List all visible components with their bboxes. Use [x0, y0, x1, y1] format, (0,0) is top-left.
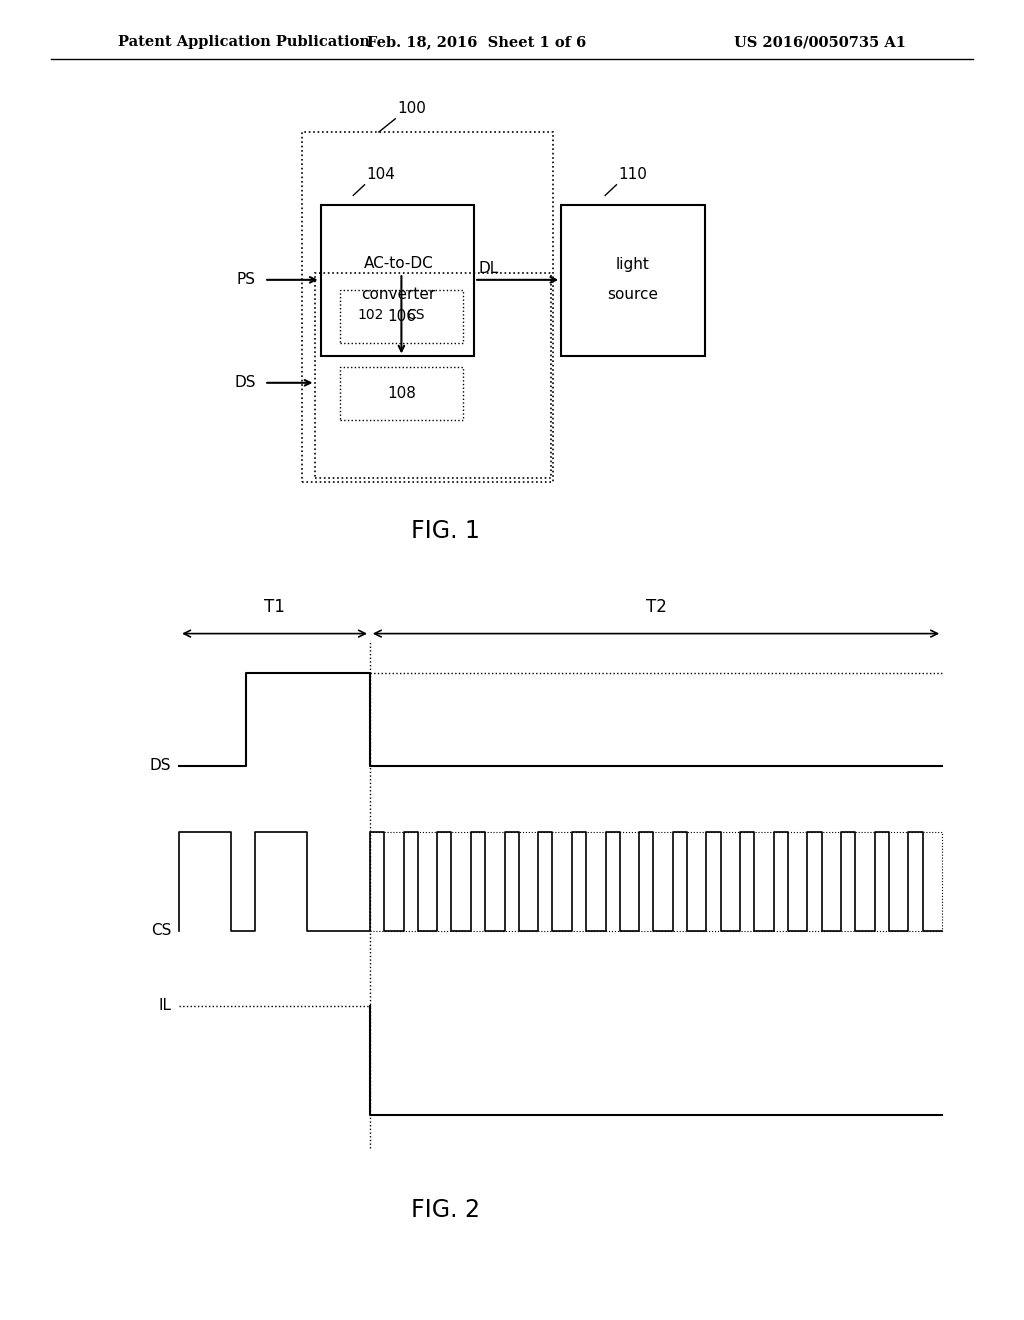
- Text: 106: 106: [387, 309, 416, 325]
- Bar: [302, 132, 553, 482]
- Text: DL: DL: [478, 261, 499, 276]
- Bar: [315, 273, 551, 478]
- Text: US 2016/0050735 A1: US 2016/0050735 A1: [734, 36, 906, 49]
- Text: AC-to-DC: AC-to-DC: [364, 256, 433, 272]
- Text: source: source: [607, 286, 658, 302]
- Text: 110: 110: [618, 168, 647, 182]
- Text: CS: CS: [407, 308, 425, 322]
- Bar: [321, 205, 474, 356]
- Text: 102: 102: [357, 308, 384, 322]
- Text: T1: T1: [264, 598, 285, 616]
- Text: converter: converter: [361, 286, 435, 302]
- Text: DS: DS: [150, 758, 171, 774]
- Text: Patent Application Publication: Patent Application Publication: [118, 36, 370, 49]
- Text: FIG. 1: FIG. 1: [411, 519, 480, 543]
- Text: 108: 108: [387, 385, 416, 401]
- Text: IL: IL: [158, 998, 171, 1014]
- Bar: [561, 205, 705, 356]
- Text: 100: 100: [397, 102, 426, 116]
- Bar: [340, 367, 463, 420]
- Text: FIG. 2: FIG. 2: [411, 1199, 480, 1222]
- Text: light: light: [615, 256, 650, 272]
- Text: PS: PS: [237, 272, 256, 288]
- Text: 104: 104: [367, 168, 395, 182]
- Text: DS: DS: [234, 375, 256, 391]
- Text: Feb. 18, 2016  Sheet 1 of 6: Feb. 18, 2016 Sheet 1 of 6: [367, 36, 586, 49]
- Bar: [340, 290, 463, 343]
- Text: CS: CS: [151, 923, 171, 939]
- Text: T2: T2: [645, 598, 667, 616]
